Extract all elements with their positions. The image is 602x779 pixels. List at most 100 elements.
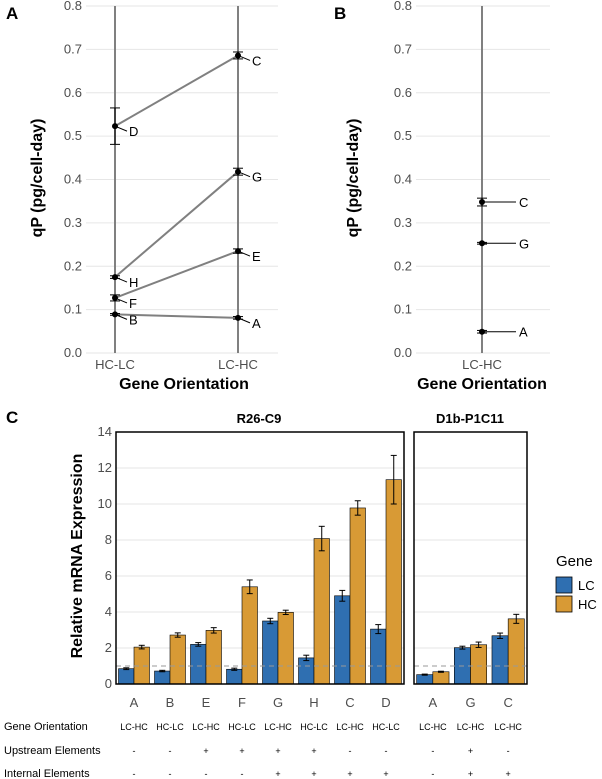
panel-a-point-label: H [129,275,138,290]
legend-label-hc: HC [578,597,597,612]
panel-c-x-tick-label: G [465,695,475,710]
bar-hc [432,671,450,685]
panel-a-label-leader [114,276,128,283]
upstream-elements-value: + [311,746,316,756]
panel-a-label-leader [114,297,128,304]
bar-hc [349,507,366,685]
gene-orientation-value: LC-HC [192,722,220,732]
row-label-internal-elements: Internal Elements [4,768,90,779]
panel-a-point-label: F [129,296,137,311]
panel-a-y-tick-label: 0.0 [64,345,82,360]
panel-c-x-tick-label: C [503,695,512,710]
bar-hc [507,618,525,685]
gene-orientation-value: LC-HC [457,722,485,732]
panel-a-label-leader [114,125,128,132]
internal-elements-value: + [383,769,388,779]
panel-b-y-tick-label: 0.2 [394,258,412,273]
panel-a-point-label: G [252,170,262,185]
upstream-elements-value: + [239,746,244,756]
panel-b-x-tick-lc-hc: LC-HC [462,357,502,372]
panel-b-y-tick-label: 0.7 [394,41,412,56]
panel-a-line-chart: 0.0 0.1 0.2 0.3 0.4 0.5 0.6 0.7 0.8 D C H G F E B A [64,0,278,360]
legend-swatch-lc [555,576,573,594]
panel-a-point-label: B [129,312,138,327]
panel-a-label-leader [237,250,251,257]
panel-c-x-tick-label: E [202,695,211,710]
bar-hc [277,612,294,685]
panel-a-point-label: D [129,124,138,139]
internal-elements-value: + [311,769,316,779]
panel-b-y-tick-label: 0.4 [394,172,412,187]
gene-orientation-value: HC-LC [300,722,328,732]
internal-elements-value: - [169,769,172,779]
bar-lc [370,628,387,685]
panel-a-series-line [114,54,239,128]
internal-elements-value: - [205,769,208,779]
panel-a-y-tick-label: 0.3 [64,215,82,230]
gene-orientation-value: HC-LC [228,722,256,732]
internal-elements-value: + [468,769,473,779]
panel-a-series-line [114,313,239,319]
panel-a-point-label: C [252,53,261,68]
internal-elements-value: - [133,769,136,779]
gene-orientation-value: LC-HC [336,722,364,732]
bar-hc [241,586,258,685]
panel-c-x-tick-label: D [381,695,390,710]
panel-a-label-leader [114,313,128,320]
panel-b-y-tick-label: 0.1 [394,302,412,317]
panel-b-x-axis-title: Gene Orientation [417,376,547,393]
panel-b-y-tick-label: 0.3 [394,215,412,230]
internal-elements-value: - [241,769,244,779]
panel-c-x-tick-label: H [309,695,318,710]
bar-hc [385,479,402,685]
bar-lc [118,668,135,685]
internal-elements-value: + [506,769,511,779]
row-label-upstream-elements: Upstream Elements [4,745,101,757]
gene-orientation-value: LC-HC [264,722,292,732]
gene-orientation-value: HC-LC [372,722,400,732]
panel-c-facet-border [115,431,405,685]
panel-a-x-axis-title: Gene Orientation [119,376,249,393]
upstream-elements-value: - [431,746,434,756]
panel-c-y-tick-label: 2 [105,640,112,655]
panel-c-y-tick-label: 14 [98,424,112,439]
bar-lc [491,635,509,685]
internal-elements-value: + [347,769,352,779]
legend: Gene LC HC [555,553,597,613]
upstream-elements-value: + [468,746,473,756]
upstream-elements-value: - [169,746,172,756]
panel-b-y-axis-title: qP (pg/cell-day) [345,119,362,238]
upstream-elements-value: + [203,746,208,756]
upstream-elements-value: - [349,746,352,756]
panel-c-bar-chart: 02468101214ALC-HC--BHC-LC--ELC-HC+-FHC-L… [98,424,528,779]
bar-lc [154,670,171,685]
panel-c-y-tick-label: 6 [105,568,112,583]
panel-c-x-tick-label: A [130,695,139,710]
panel-c-x-tick-label: G [273,695,283,710]
panel-a-point-label: E [252,249,261,264]
panel-a-y-tick-label: 0.2 [64,258,82,273]
panel-letter-c: C [6,408,18,427]
upstream-elements-value: + [275,746,280,756]
panel-a-x-tick-hc-lc: HC-LC [95,357,135,372]
panel-c-y-tick-label: 12 [98,460,112,475]
gene-orientation-value: HC-LC [156,722,184,732]
bar-hc [470,644,487,685]
panel-b-point-label: C [519,195,528,210]
panel-c-y-axis-title: Relative mRNA Expression [69,454,86,659]
panel-a-label-leader [237,171,251,178]
bar-hc [205,630,222,685]
panel-c-y-tick-label: 4 [105,604,112,619]
panel-a-x-tick-lc-hc: LC-HC [218,357,258,372]
bar-lc [334,595,351,685]
bar-lc [190,644,207,685]
panel-c-x-tick-label: A [428,695,437,710]
bar-lc [298,657,315,685]
gene-orientation-value: LC-HC [494,722,522,732]
bar-lc [226,668,243,685]
internal-elements-value: + [275,769,280,779]
panel-a-data-point [112,123,118,130]
legend-swatch-hc [555,595,573,613]
panel-b-y-tick-label: 0.6 [394,85,412,100]
panel-a-y-tick-label: 0.5 [64,128,82,143]
